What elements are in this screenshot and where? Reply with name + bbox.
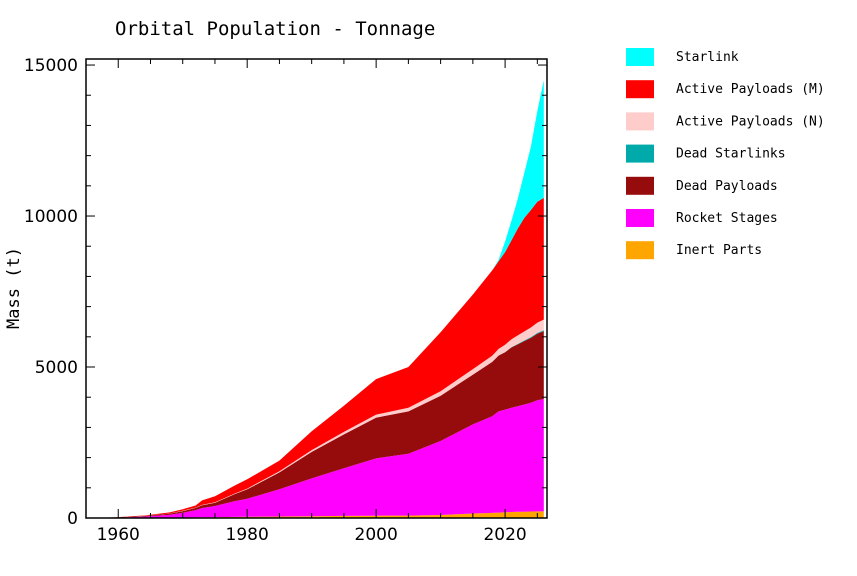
legend-swatch-dead-starlinks: [626, 144, 654, 163]
legend-label-dead-payloads: Dead Payloads: [676, 179, 778, 194]
x-tick-label: 1960: [97, 525, 140, 545]
y-axis-label: Mass (t): [4, 247, 24, 329]
area-inert-parts: [98, 511, 544, 518]
y-tick-label: 0: [67, 509, 78, 529]
x-tick-label: 2000: [355, 525, 398, 545]
legend-swatch-inert-parts: [626, 241, 654, 260]
legend-swatch-starlink: [626, 48, 654, 66]
area-active-payloads-m: [98, 197, 544, 518]
legend-label-active-payloads-n: Active Payloads (N): [676, 114, 825, 129]
legend: Starlink Active Payloads (M) Active Payloa…: [626, 48, 825, 260]
legend-label-dead-starlinks: Dead Starlinks: [676, 147, 786, 162]
legend-swatch-active-payloads-m: [626, 80, 654, 99]
y-tick-label: 10000: [24, 207, 78, 227]
legend-swatch-active-payloads-n: [626, 112, 654, 131]
x-tick-label: 1980: [226, 525, 269, 545]
legend-swatch-dead-payloads: [626, 176, 654, 195]
y-tick-label: 15000: [24, 56, 78, 76]
axis-ticks: 1960 1980 2000 2020 0 5000 10000 15000: [24, 56, 547, 545]
y-tick-label: 5000: [35, 358, 78, 378]
plot-frame: [85, 58, 548, 519]
legend-label-starlink: Starlink: [676, 50, 739, 65]
area-dead-payloads: [98, 331, 544, 518]
chart-title: Orbital Population - Tonnage: [115, 18, 435, 40]
legend-swatch-rocket-stages: [626, 209, 654, 227]
area-rocket-stages: [98, 399, 544, 518]
legend-label-rocket-stages: Rocket Stages: [676, 211, 778, 226]
x-tick-label: 2020: [483, 525, 526, 545]
legend-label-inert-parts: Inert Parts: [676, 243, 762, 258]
legend-label-active-payloads-m: Active Payloads (M): [676, 82, 825, 97]
area-layers: [98, 80, 544, 518]
